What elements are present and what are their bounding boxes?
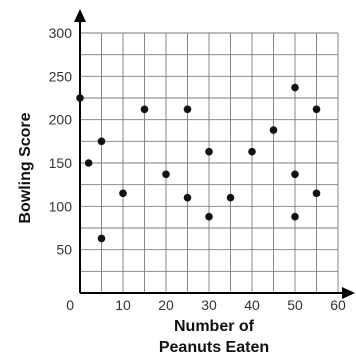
y-tick-label: 250 [49, 68, 73, 84]
x-axis-title-line2: Peanuts Eaten [159, 339, 269, 356]
data-point [291, 83, 299, 92]
data-point [205, 147, 213, 156]
y-axis-title: Bowling Score [17, 112, 34, 223]
y-axis-arrow [74, 9, 86, 22]
x-tick-label: 0 [66, 297, 74, 313]
tick-labels: 50 100 150 200 250 300 0 10 20 30 40 50 60 [49, 25, 346, 313]
data-point [248, 147, 256, 156]
x-tick-label: 10 [115, 297, 131, 313]
grid [80, 32, 339, 293]
data-point [119, 189, 127, 198]
x-axis-title-line1: Number of [174, 318, 255, 335]
y-tick-label: 100 [49, 198, 73, 214]
data-point [269, 126, 278, 134]
data-point [226, 193, 235, 202]
data-point [291, 212, 299, 221]
data-point [97, 137, 106, 146]
x-tick-label: 60 [330, 297, 346, 313]
data-points [76, 83, 321, 243]
data-point [312, 105, 321, 114]
y-tick-label: 150 [49, 155, 73, 171]
axes [74, 9, 355, 299]
data-point [76, 94, 84, 102]
data-point [205, 212, 213, 221]
data-point [291, 170, 299, 179]
data-point [183, 193, 192, 202]
data-point [84, 159, 93, 167]
data-point [140, 105, 149, 114]
y-tick-label: 200 [49, 112, 73, 128]
x-tick-label: 50 [287, 297, 303, 313]
y-tick-label: 300 [49, 25, 73, 41]
x-axis-arrow [342, 287, 355, 299]
x-tick-label: 40 [244, 297, 260, 313]
data-point [97, 234, 106, 243]
data-point [162, 170, 170, 179]
data-point [312, 189, 321, 198]
y-tick-label: 50 [56, 242, 72, 258]
x-tick-label: 20 [158, 297, 174, 313]
x-tick-label: 30 [201, 297, 217, 313]
data-point [183, 105, 192, 114]
